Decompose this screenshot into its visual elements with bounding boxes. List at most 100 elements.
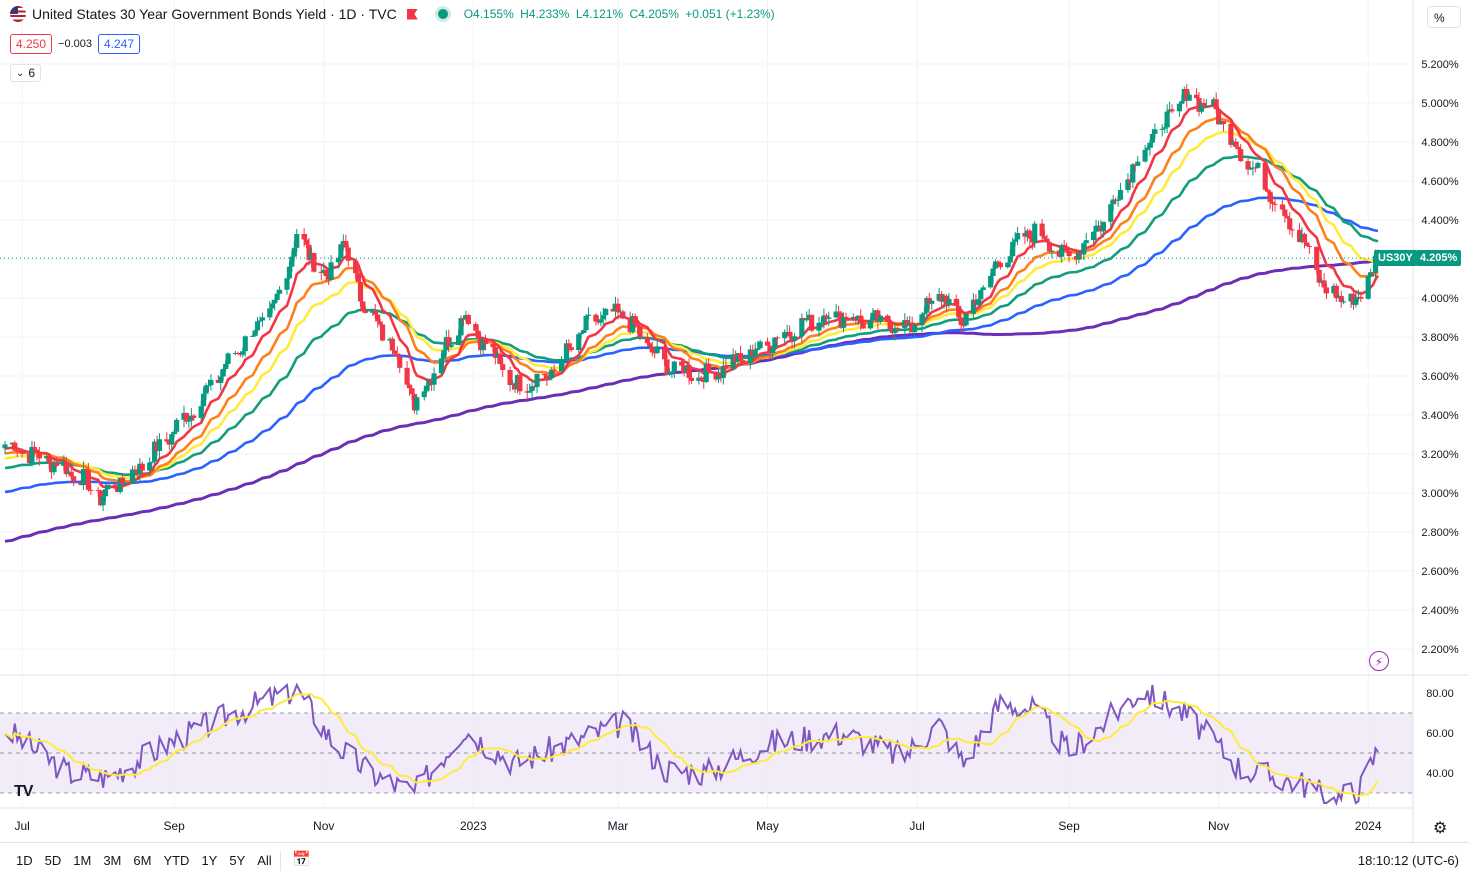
sell-button[interactable]: 4.250 (10, 34, 53, 54)
range-1d[interactable]: 1D (16, 853, 33, 868)
candle-body (482, 338, 489, 345)
candle-body (634, 324, 641, 327)
x-tick-label: Jul (909, 819, 924, 833)
candle-body (1228, 123, 1234, 145)
candle-body (14, 450, 20, 452)
candle-body (546, 378, 552, 380)
candle-body (1193, 94, 1200, 98)
range-ytd[interactable]: YTD (163, 853, 190, 868)
chart-header: United States 30 Year Government Bonds Y… (10, 6, 778, 22)
scale-unit-button[interactable]: % (1427, 6, 1461, 28)
candle-body (1115, 199, 1121, 201)
range-all[interactable]: All (257, 853, 272, 868)
x-tick-label: 2024 (1355, 819, 1382, 833)
candle-body (804, 318, 810, 321)
range-5y[interactable]: 5Y (229, 853, 246, 868)
candle-body (129, 469, 136, 484)
candle-body (1093, 225, 1099, 232)
candle-body (323, 269, 329, 277)
buy-button[interactable]: 4.247 (97, 34, 141, 54)
candle-body (257, 320, 263, 322)
candle-body (394, 353, 400, 357)
y-tick-label: 4.000% (1421, 293, 1459, 305)
candle-body (671, 361, 677, 373)
candle-body (490, 344, 496, 347)
candle-body (958, 317, 964, 326)
candle-body (956, 305, 962, 318)
candle-body (840, 316, 847, 328)
candle-body (867, 320, 874, 329)
candle-body (1265, 189, 1271, 192)
candle-body (1039, 223, 1045, 237)
y-tick-label: 2.200% (1421, 644, 1459, 656)
x-tick-label: Sep (163, 819, 185, 833)
range-3m[interactable]: 3M (103, 853, 122, 868)
candle-body (549, 369, 555, 379)
candle-body (1267, 191, 1273, 202)
candle-body (272, 299, 278, 304)
candle-body (500, 364, 506, 370)
bolt-icon[interactable]: ⚡ (1369, 651, 1389, 671)
flag-icon[interactable] (406, 8, 418, 20)
range-1y[interactable]: 1Y (201, 853, 218, 868)
candle-body (600, 315, 606, 320)
x-tick-label: Jul (14, 819, 29, 833)
candle-body (1314, 246, 1320, 270)
indicators-toggle[interactable]: ⌄ 6 (10, 64, 42, 82)
candle-body (1010, 241, 1016, 257)
candle-body (252, 330, 258, 336)
candle-body (1159, 128, 1165, 130)
candle-body (774, 337, 780, 339)
candle-body (198, 406, 204, 418)
candle-body (71, 476, 77, 483)
candle-body (1091, 231, 1097, 241)
candle-body (858, 315, 864, 324)
candle-body (544, 375, 550, 379)
candle-body (961, 325, 967, 327)
candle-body (1142, 149, 1148, 162)
candle-body (191, 415, 197, 418)
x-tick-label: May (756, 819, 779, 833)
range-1m[interactable]: 1M (73, 853, 92, 868)
candle-body (583, 315, 589, 331)
candle-body (19, 452, 25, 454)
candle-body (809, 314, 815, 331)
range-5d[interactable]: 5D (44, 853, 62, 868)
candle-body (1282, 209, 1288, 217)
candle-body (328, 262, 334, 280)
candle-body (208, 379, 214, 386)
candle-body (1162, 127, 1168, 129)
candle-body (1272, 203, 1278, 205)
candle-body (345, 247, 351, 261)
tradingview-logo[interactable]: TV (14, 783, 33, 800)
x-tick-label: Mar (608, 819, 629, 833)
symbol-title[interactable]: United States 30 Year Government Bonds Y… (32, 6, 397, 22)
range-6m[interactable]: 6M (133, 853, 152, 868)
settings-gear-icon[interactable]: ⚙ (1433, 820, 1448, 837)
candle-body (892, 327, 898, 334)
rsi-y-tick-label: 40.00 (1426, 768, 1454, 780)
candle-body (147, 462, 153, 471)
candle-body (414, 397, 420, 411)
candle-body (1005, 262, 1011, 268)
chevron-down-icon: ⌄ (16, 67, 25, 79)
candle-body (424, 385, 430, 392)
candle-body (274, 293, 280, 300)
candle-body (603, 308, 609, 316)
symbol-price-tag: US30Y (1374, 250, 1417, 266)
calendar-range-icon[interactable]: 📅 (292, 851, 311, 868)
candle-body (585, 314, 592, 316)
candle-body (357, 281, 364, 302)
candle-body (541, 373, 547, 376)
candle-body (149, 461, 155, 463)
candle-body (566, 343, 572, 348)
candle-body (303, 239, 310, 245)
candle-body (242, 336, 248, 352)
candle-body (46, 456, 52, 462)
clock-readout[interactable]: 18:10:12 (UTC-6) (1357, 853, 1459, 868)
y-tick-label: 3.200% (1421, 449, 1459, 461)
candle-body (921, 312, 927, 315)
candle-body (458, 318, 464, 336)
candle-body (53, 462, 60, 466)
